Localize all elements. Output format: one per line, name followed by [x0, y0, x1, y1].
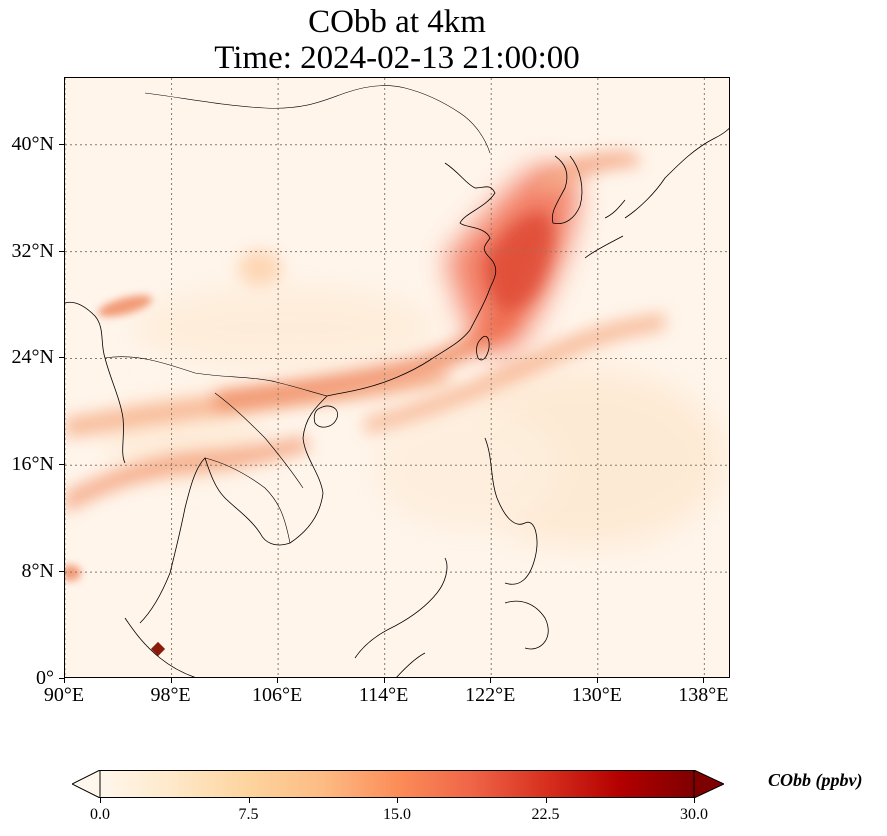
lat-tick-label-5: 40°N: [11, 132, 54, 155]
map-canvas: [65, 78, 729, 677]
gridlines: [65, 78, 729, 677]
map-title-line2: Time: 2024-02-13 21:00:00: [214, 40, 580, 76]
colorbar-tick-label-1: 7.5: [238, 806, 259, 823]
plume-bay-of-bengal: [65, 436, 310, 513]
border-thailand-cambodia: [204, 457, 291, 544]
lon-tick-1: [170, 678, 172, 683]
map-title-line1: CObb at 4km: [308, 4, 486, 40]
plume-yellow-sea-core: [484, 212, 555, 312]
colorbar-tick-4: [694, 798, 695, 803]
colorbar-tick-1: [248, 798, 250, 803]
lat-tick-3: [59, 357, 64, 359]
coastlines: [65, 85, 729, 677]
lon-tick-3: [383, 678, 385, 683]
lat-tick-4: [59, 250, 64, 252]
plume-layer: [65, 152, 665, 657]
lon-tick-label-3: 114°E: [358, 684, 409, 706]
haze-layer: [105, 288, 725, 548]
plume-sumatra-hotspot: [150, 641, 166, 657]
lat-tick-2: [59, 464, 64, 466]
colorbar-min-extension: [72, 770, 101, 798]
lon-tick-0: [64, 678, 65, 683]
lat-tick-label-1: 8°N: [21, 560, 54, 583]
plume-myanmar-north: [97, 295, 153, 317]
coast-korea: [551, 155, 583, 225]
lat-tick-label-4: 32°N: [11, 239, 54, 262]
plume-andaman-spot: [65, 565, 81, 581]
map-panel: [64, 77, 730, 678]
plume-south-china-coast: [215, 303, 520, 410]
colorbar-max-extension: [693, 770, 724, 798]
colorbar-tick-label-4: 30.0: [680, 806, 708, 823]
lat-tick-5: [59, 143, 64, 145]
lon-tick-5: [596, 678, 598, 683]
colorbar-tick-2: [397, 798, 398, 803]
colorbar-gradient: [99, 770, 695, 798]
lon-tick-label-2: 106°E: [252, 684, 303, 706]
lon-tick-label-6: 138°E: [678, 684, 729, 706]
lon-tick-6: [703, 678, 705, 683]
plume-central-china-patch: [238, 250, 282, 286]
coast-japan: [584, 127, 729, 259]
lon-tick-label-1: 98°E: [150, 684, 191, 706]
lat-tick-1: [59, 571, 64, 573]
colorbar-tick-label-0: 0.0: [90, 806, 110, 823]
colorbar-tick-3: [545, 798, 547, 803]
coast-indochina: [139, 395, 328, 624]
border-china-south: [104, 356, 328, 397]
coast-borneo: [354, 557, 448, 677]
lat-tick-label-3: 24°N: [11, 346, 54, 369]
coast-sumatra: [124, 617, 196, 677]
plume-korea-japan-streak: [535, 152, 640, 196]
lon-tick-2: [277, 678, 279, 683]
colorbar-tick-label-3: 22.5: [531, 806, 560, 823]
lon-tick-label-0: 90°E: [43, 684, 85, 706]
lat-tick-label-2: 16°N: [11, 453, 54, 476]
coast-hainan: [313, 405, 338, 428]
lat-tick-label-0: 0°: [36, 667, 54, 689]
colorbar-tick-0: [100, 798, 101, 803]
colorbar-title: CObb (ppbv): [768, 770, 863, 790]
lon-tick-label-5: 130°E: [571, 684, 622, 706]
coast-mongolia-border: [144, 85, 491, 154]
lon-tick-label-4: 122°E: [465, 684, 516, 706]
coast-china-east: [326, 162, 497, 397]
lat-tick-0: [59, 678, 64, 679]
border-laos-vietnam: [214, 392, 304, 489]
coast-philippines: [484, 437, 549, 650]
colorbar-tick-label-2: 15.0: [383, 806, 411, 823]
coast-taiwan: [476, 335, 490, 361]
colorbar: [72, 770, 724, 798]
plume-philippine-sea-band: [365, 313, 665, 434]
lon-tick-4: [490, 678, 492, 683]
